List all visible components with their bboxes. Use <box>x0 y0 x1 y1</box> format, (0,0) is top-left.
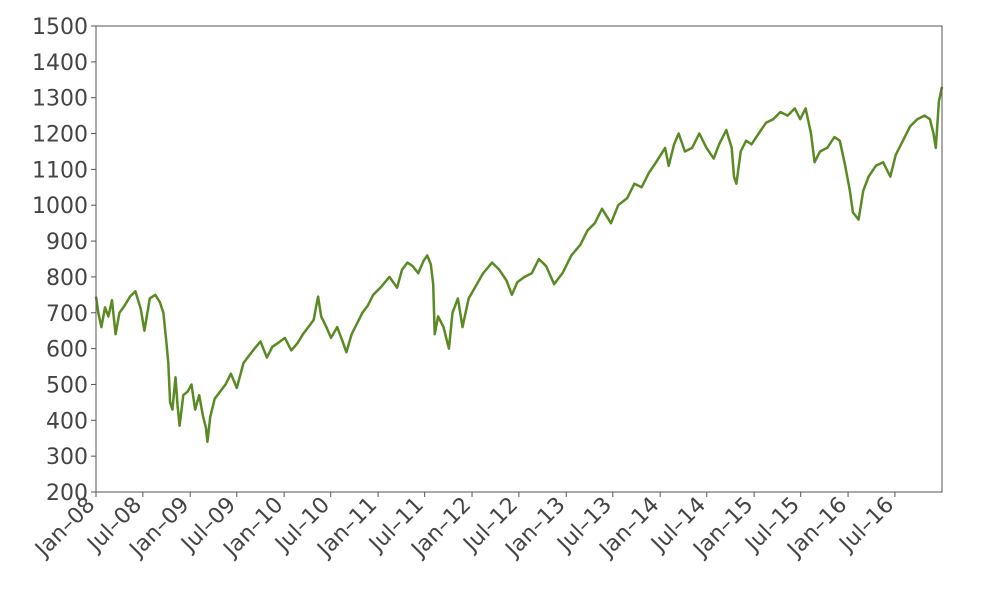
y-tick-label: 400 <box>46 409 88 434</box>
y-tick-label: 200 <box>46 481 88 506</box>
y-tick-label: 1000 <box>32 194 88 219</box>
y-tick-label: 900 <box>46 230 88 255</box>
y-tick-label: 1200 <box>32 123 88 148</box>
plot-area-frame <box>95 25 943 493</box>
y-tick-label: 1100 <box>32 158 88 183</box>
y-tick-label: 700 <box>46 302 88 327</box>
y-tick-label: 600 <box>46 338 88 363</box>
series-layer <box>94 86 944 444</box>
y-tick-label: 1400 <box>32 51 88 76</box>
y-tick-label: 800 <box>46 266 88 291</box>
y-tick-label: 300 <box>46 445 88 470</box>
y-tick-label: 1300 <box>32 87 88 112</box>
y-axis: 200 300 400 500 600 700 800 900 1000 1100 1200 1300… <box>32 15 96 506</box>
series-line <box>94 86 944 444</box>
x-axis: Jan–08Jul–08Jan–09Jul–09Jan–10Jul–10Jan–… <box>30 492 899 563</box>
y-tick-label: 1500 <box>32 15 88 40</box>
y-tick-label: 500 <box>46 373 88 398</box>
